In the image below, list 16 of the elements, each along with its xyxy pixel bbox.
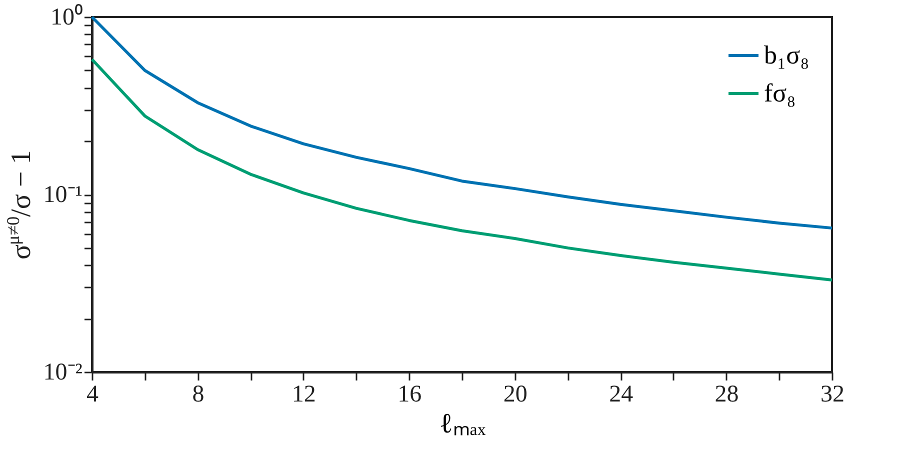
y-tick-label: 10⁻²	[43, 360, 82, 386]
x-tick-label: 24	[609, 382, 634, 408]
line-series	[90, 16, 834, 230]
legend-label: fσ₈	[764, 78, 796, 108]
x-tick-label: 28	[714, 382, 739, 408]
legend-label: b₁σ₈	[764, 40, 810, 70]
x-tick-label: 8	[192, 382, 204, 408]
x-axis-title: ℓₘₐₓ	[439, 408, 486, 440]
x-tick-label: 12	[292, 382, 316, 408]
y-tick-label: 10⁰	[50, 4, 82, 30]
x-tick-label: 4	[86, 382, 98, 408]
y-axis-title: σμ≠0/σ − 1	[3, 150, 37, 260]
y-tick-label: 10⁻¹	[43, 182, 82, 208]
x-tick-label: 32	[820, 382, 844, 408]
x-tick-label: 16	[398, 382, 422, 408]
x-tick-label: 20	[503, 382, 528, 408]
